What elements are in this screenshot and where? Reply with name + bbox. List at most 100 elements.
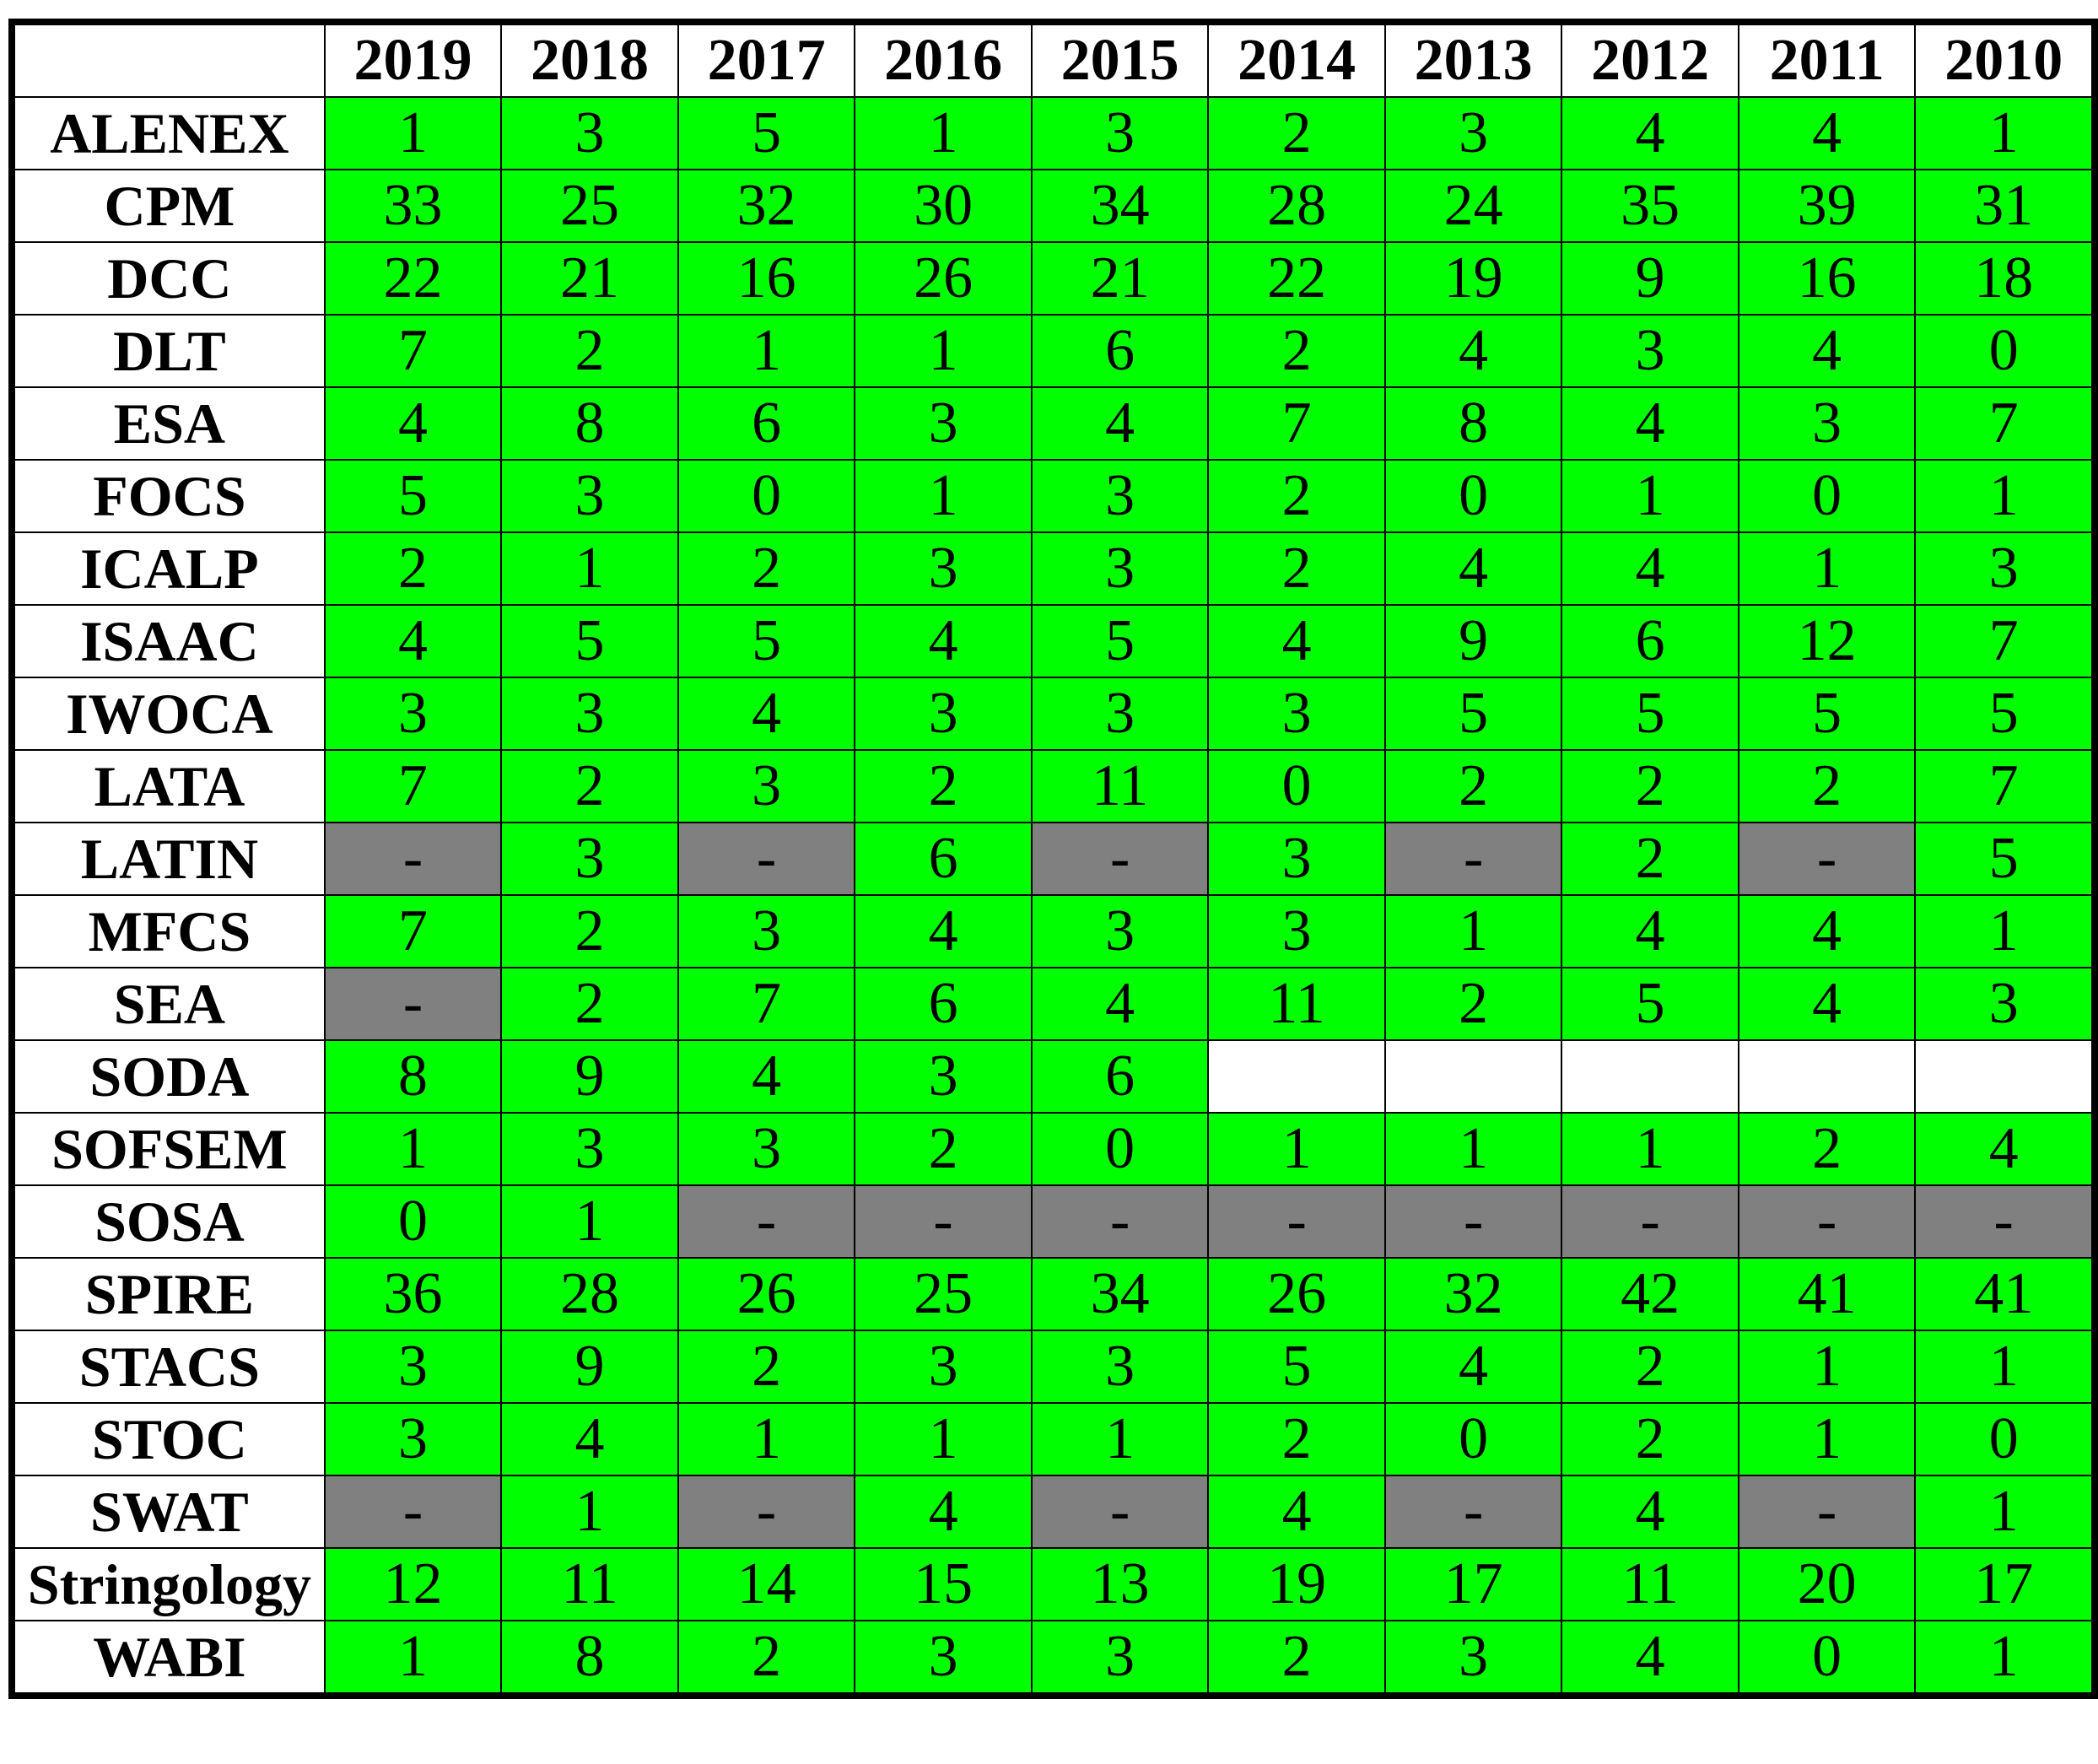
value-cell: 22	[1207, 241, 1386, 316]
value-cell: 1	[854, 314, 1033, 388]
value-cell: 3	[677, 1112, 856, 1186]
value-cell: 3	[1383, 1620, 1563, 1697]
value-cell: 5	[1914, 822, 2095, 896]
value-cell: 4	[323, 604, 503, 678]
value-cell: 1	[1737, 531, 1917, 606]
value-cell: 4	[1737, 894, 1917, 968]
value-cell: 1	[1561, 1112, 1739, 1186]
row-header-conference: SWAT	[11, 1475, 326, 1549]
value-cell: 3	[854, 1330, 1033, 1404]
dash-cell: -	[1383, 1475, 1563, 1549]
row-header-conference: ALENEX	[11, 96, 326, 170]
value-cell: 1	[1207, 1112, 1386, 1186]
value-cell: 12	[323, 1547, 503, 1621]
row-header-conference: SPIRE	[11, 1257, 326, 1331]
value-cell: 3	[500, 96, 679, 170]
table-body: ALENEX 1 3 5 1 3 2 3 4 4 1 CPM 33 25 32 30 34 28 24 35 39 31 D…	[11, 96, 2095, 1697]
table-row: WABI 1 8 2 3 3 2 3 4 0 1	[11, 1620, 2095, 1697]
row-header-conference: IWOCA	[11, 677, 326, 751]
value-cell: 3	[1737, 386, 1917, 461]
value-cell: 1	[1914, 1620, 2095, 1697]
value-cell: 0	[1030, 1112, 1210, 1186]
value-cell: 5	[1561, 967, 1739, 1041]
value-cell: 2	[677, 531, 856, 606]
value-cell: 7	[677, 967, 856, 1041]
value-cell: 8	[323, 1039, 503, 1114]
value-cell: 2	[1383, 749, 1563, 823]
value-cell: 2	[677, 1330, 856, 1404]
value-cell: 0	[677, 459, 856, 533]
table-row: ESA 4 8 6 3 4 7 8 4 3 7	[11, 386, 2095, 461]
value-cell: 2	[1207, 459, 1386, 533]
value-cell: 34	[1030, 169, 1210, 243]
value-cell: 2	[1207, 531, 1386, 606]
value-cell: 11	[1207, 967, 1386, 1041]
value-cell: 1	[1383, 894, 1563, 968]
value-cell: 24	[1383, 169, 1563, 243]
table-row: SODA 8 9 4 3 6	[11, 1039, 2095, 1114]
value-cell: 2	[1561, 1402, 1739, 1476]
value-cell: 3	[1030, 677, 1210, 751]
value-cell: 4	[677, 677, 856, 751]
value-cell: 3	[854, 1620, 1033, 1697]
value-cell: 1	[500, 531, 679, 606]
value-cell: 0	[1737, 459, 1917, 533]
value-cell: 6	[1030, 1039, 1210, 1114]
value-cell: 5	[500, 604, 679, 678]
dash-cell: -	[1383, 822, 1563, 896]
column-header-year: 2018	[500, 21, 679, 98]
value-cell: 1	[1030, 1402, 1210, 1476]
value-cell: 11	[500, 1547, 679, 1621]
dash-cell: -	[1383, 1184, 1563, 1259]
value-cell: 26	[677, 1257, 856, 1331]
table-row: SPIRE 36 28 26 25 34 26 32 42 41 41	[11, 1257, 2095, 1331]
value-cell: 1	[1914, 1475, 2095, 1549]
value-cell: 7	[1914, 749, 2095, 823]
value-cell: 2	[1207, 96, 1386, 170]
value-cell: 2	[500, 967, 679, 1041]
value-cell: 28	[1207, 169, 1386, 243]
dash-cell: -	[1737, 822, 1917, 896]
value-cell: 21	[500, 241, 679, 316]
value-cell: 3	[323, 1402, 503, 1476]
value-cell: 4	[854, 894, 1033, 968]
row-header-conference: STOC	[11, 1402, 326, 1476]
value-cell: 4	[1561, 96, 1739, 170]
value-cell: 4	[500, 1402, 679, 1476]
value-cell: 2	[854, 1112, 1033, 1186]
value-cell: 7	[1914, 386, 2095, 461]
value-cell: 2	[1561, 1330, 1739, 1404]
table-row: ICALP 2 1 2 3 3 2 4 4 1 3	[11, 531, 2095, 606]
dash-cell: -	[1030, 822, 1210, 896]
value-cell: 6	[677, 386, 856, 461]
value-cell: 3	[1030, 459, 1210, 533]
row-header-conference: DLT	[11, 314, 326, 388]
table-row: ISAAC 4 5 5 4 5 4 9 6 12 7	[11, 604, 2095, 678]
value-cell: 22	[323, 241, 503, 316]
value-cell: 2	[1737, 749, 1917, 823]
value-cell: 1	[1383, 1112, 1563, 1186]
table-row: FOCS 5 3 0 1 3 2 0 1 0 1	[11, 459, 2095, 533]
value-cell: 4	[1207, 1475, 1386, 1549]
value-cell: 4	[1914, 1112, 2095, 1186]
value-cell: 31	[1914, 169, 2095, 243]
dash-cell: -	[323, 1475, 503, 1549]
row-header-conference: FOCS	[11, 459, 326, 533]
row-header-conference: LATIN	[11, 822, 326, 896]
dash-cell: -	[1207, 1184, 1386, 1259]
empty-cell	[1561, 1039, 1739, 1114]
dash-cell: -	[1030, 1475, 1210, 1549]
value-cell: 30	[854, 169, 1033, 243]
value-cell: 20	[1737, 1547, 1917, 1621]
value-cell: 39	[1737, 169, 1917, 243]
value-cell: 4	[854, 1475, 1033, 1549]
value-cell: 4	[1561, 386, 1739, 461]
value-cell: 3	[1030, 96, 1210, 170]
value-cell: 5	[1561, 677, 1739, 751]
value-cell: 1	[323, 1620, 503, 1697]
value-cell: 28	[500, 1257, 679, 1331]
value-cell: 3	[1561, 314, 1739, 388]
value-cell: 11	[1561, 1547, 1739, 1621]
value-cell: 19	[1207, 1547, 1386, 1621]
